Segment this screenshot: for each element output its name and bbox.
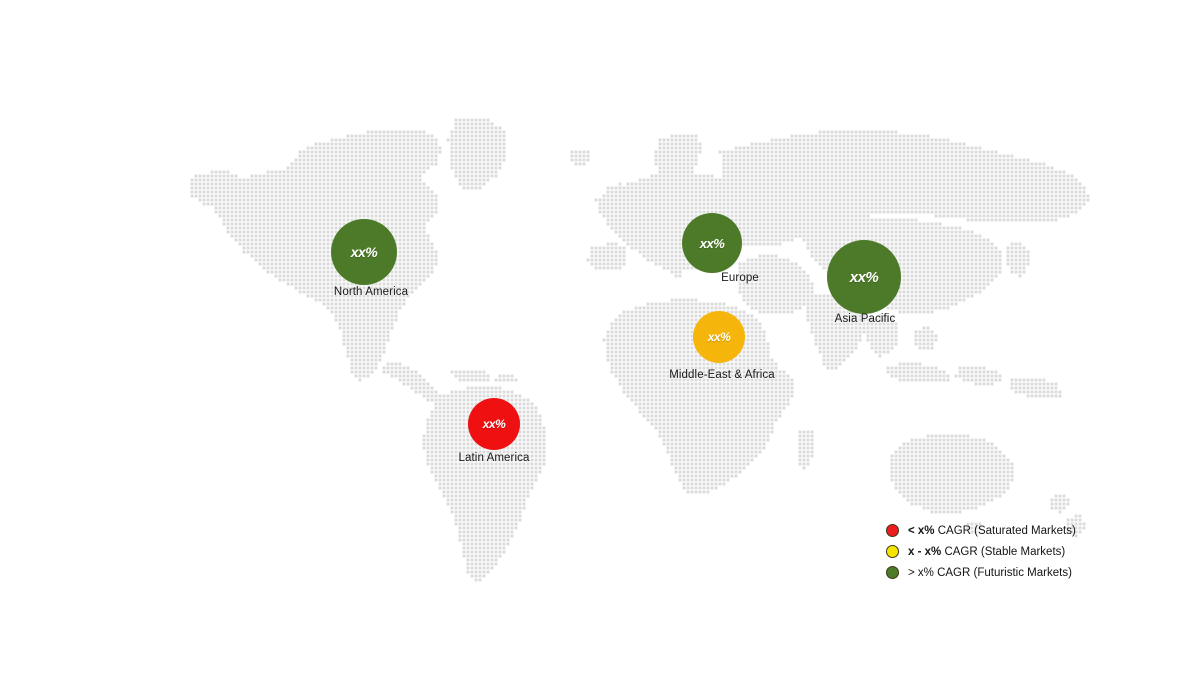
region-bubble-latin-america[interactable]: xx% <box>468 398 520 450</box>
region-bubble-middle-east-africa[interactable]: xx% <box>693 311 745 363</box>
region-value-asia-pacific: xx% <box>849 268 879 286</box>
region-label-middle-east-africa: Middle-East & Africa <box>669 369 775 381</box>
region-value-europe: xx% <box>699 235 725 251</box>
region-bubble-asia-pacific[interactable]: xx% <box>827 240 901 314</box>
legend-item-stable[interactable]: x - x% CAGR (Stable Markets) <box>886 541 1076 562</box>
legend-swatch-saturated <box>886 524 899 537</box>
legend-label-saturated: < x% CAGR (Saturated Markets) <box>908 524 1076 537</box>
region-label-latin-america: Latin America <box>458 452 530 464</box>
legend-swatch-stable <box>886 545 899 558</box>
legend-swatch-futuristic <box>886 566 899 579</box>
legend-item-futuristic[interactable]: > x% CAGR (Futuristic Markets) <box>886 562 1076 583</box>
legend-label-stable: x - x% CAGR (Stable Markets) <box>908 545 1066 558</box>
region-value-latin-america: xx% <box>482 417 506 431</box>
region-value-middle-east-africa: xx% <box>707 330 731 344</box>
legend-item-saturated[interactable]: < x% CAGR (Saturated Markets) <box>886 520 1076 541</box>
region-bubble-north-america[interactable]: xx% <box>331 219 397 285</box>
region-label-asia-pacific: Asia Pacific <box>834 313 896 325</box>
region-value-north-america: xx% <box>350 244 378 260</box>
legend: < x% CAGR (Saturated Markets) x - x% CAGR… <box>886 520 1076 583</box>
region-label-europe: Europe <box>721 272 759 284</box>
region-label-north-america: North America <box>333 286 409 298</box>
region-bubble-europe[interactable]: xx% <box>682 213 742 273</box>
legend-label-futuristic: > x% CAGR (Futuristic Markets) <box>908 566 1072 579</box>
